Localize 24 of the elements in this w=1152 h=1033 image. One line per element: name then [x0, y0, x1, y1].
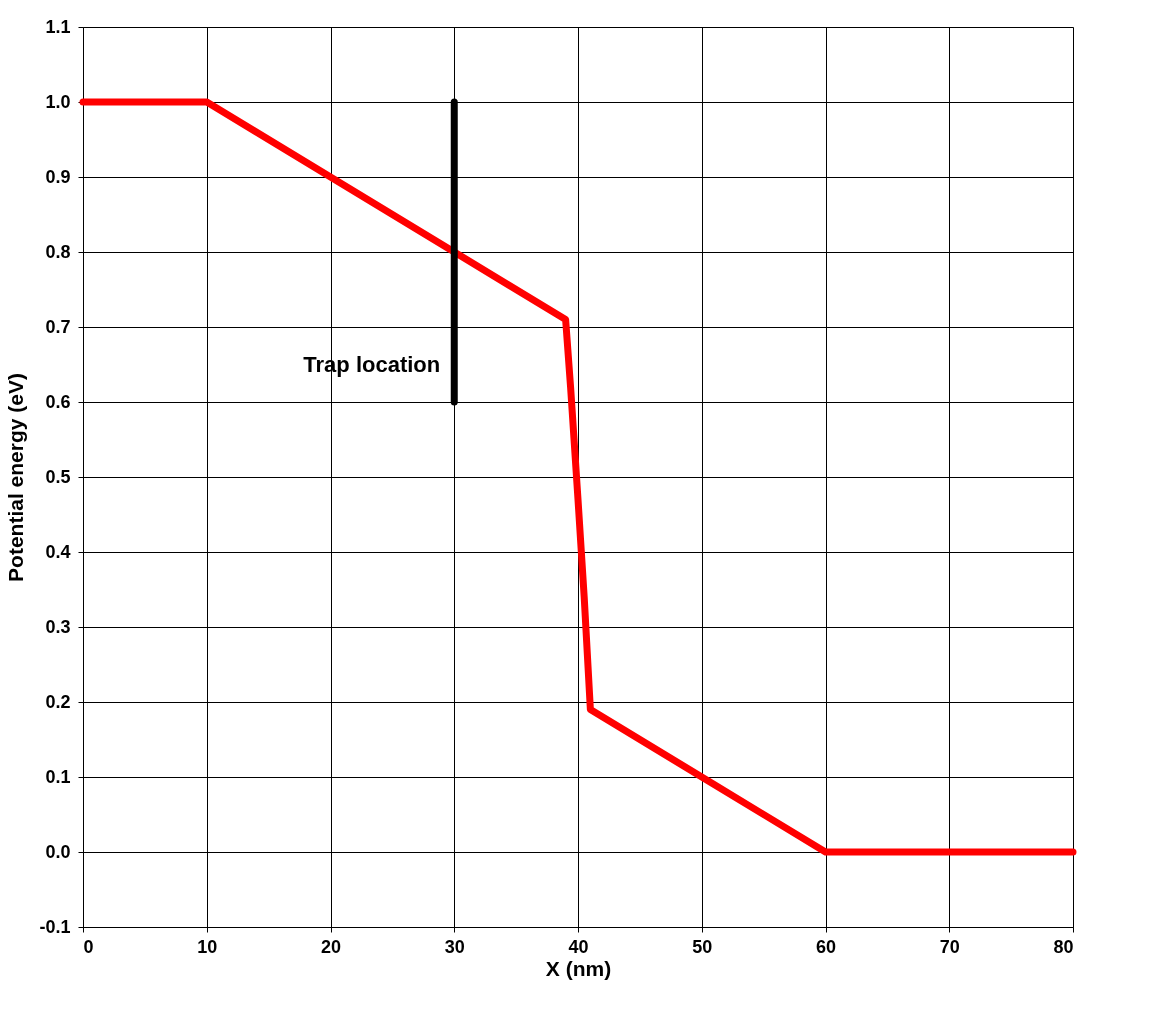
- y-tick-label: 0.9: [45, 166, 71, 187]
- x-tick-label: 70: [939, 936, 960, 957]
- y-tick-label: -0.1: [39, 916, 71, 937]
- x-tick-label: 30: [444, 936, 465, 957]
- x-tick-label: 10: [197, 936, 218, 957]
- x-axis-title: X (nm): [545, 956, 612, 980]
- y-tick-label: 0.0: [45, 841, 71, 862]
- y-tick-label: 1.0: [45, 91, 71, 112]
- y-tick-label: 0.7: [45, 316, 71, 337]
- x-tick-label: 20: [320, 936, 342, 957]
- y-axis-title: Potential energy (eV): [4, 373, 28, 582]
- y-tick-label: 0.2: [45, 691, 71, 712]
- y-tick-label: 0.4: [45, 541, 71, 562]
- y-tick-label: 0.5: [45, 466, 71, 487]
- x-tick-label: 80: [1053, 936, 1074, 957]
- y-tick-label: 0.3: [45, 616, 71, 637]
- x-tick-label: 0: [83, 936, 94, 957]
- y-tick-label: 0.8: [45, 241, 71, 262]
- x-tick-label: 40: [568, 936, 589, 957]
- x-tick-label: 50: [692, 936, 713, 957]
- x-tick-label: 60: [815, 936, 837, 957]
- y-tick-label: 0.1: [45, 766, 71, 787]
- y-tick-label: 0.6: [45, 391, 71, 412]
- y-tick-label: 1.1: [45, 16, 71, 37]
